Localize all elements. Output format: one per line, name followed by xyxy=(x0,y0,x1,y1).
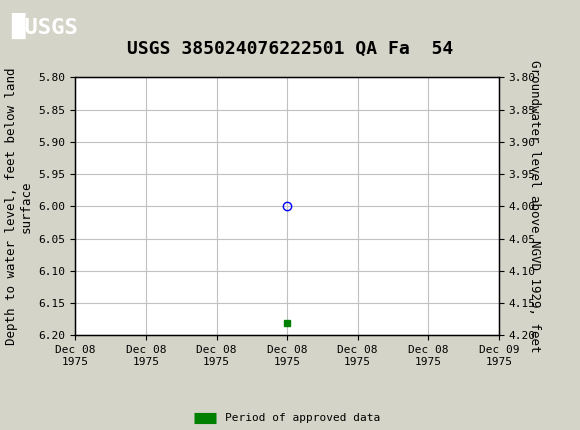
Y-axis label: Depth to water level, feet below land
surface: Depth to water level, feet below land su… xyxy=(5,68,33,345)
Legend: Period of approved data: Period of approved data xyxy=(190,409,385,428)
Text: █USGS: █USGS xyxy=(12,13,78,39)
Text: USGS 385024076222501 QA Fa  54: USGS 385024076222501 QA Fa 54 xyxy=(127,40,453,58)
Y-axis label: Groundwater level above NGVD 1929, feet: Groundwater level above NGVD 1929, feet xyxy=(528,60,541,353)
